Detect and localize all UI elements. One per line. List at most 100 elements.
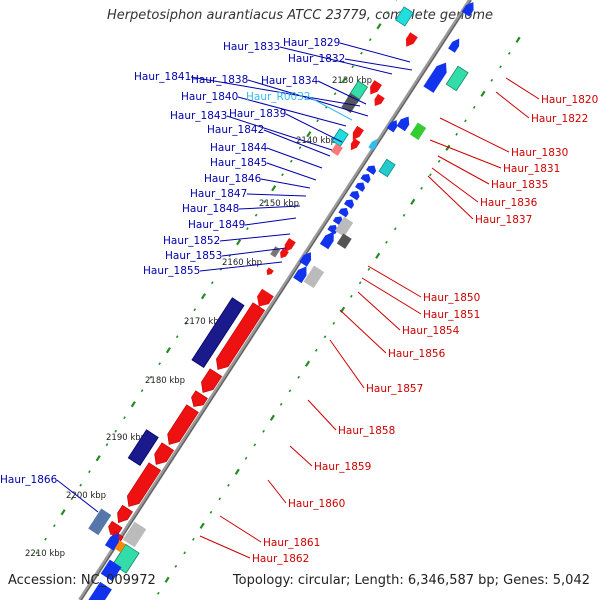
- gene-arrow: [355, 182, 366, 192]
- gene-arrow: [386, 120, 398, 133]
- leader-line: [266, 162, 317, 181]
- leader-line: [237, 96, 347, 127]
- kbp-label: 2200 kbp: [66, 491, 106, 501]
- gene-arrow: [448, 38, 460, 53]
- leader-line: [238, 205, 301, 210]
- leader-line: [429, 139, 502, 169]
- gene-box: [127, 429, 159, 467]
- gene-box: [303, 265, 325, 289]
- tick-mark: [420, 186, 423, 190]
- tick-mark: [183, 551, 186, 555]
- gene-box: [336, 233, 352, 249]
- tick-mark: [123, 416, 126, 420]
- tick-mark: [209, 510, 213, 514]
- gene-box: [100, 559, 122, 582]
- tick-mark: [165, 347, 171, 354]
- tick-mark: [269, 414, 275, 421]
- tick-mark: [193, 308, 197, 312]
- tick-mark: [164, 576, 170, 583]
- gene-box: [341, 93, 360, 114]
- leader-line: [437, 155, 490, 185]
- gene-arrow: [266, 267, 274, 276]
- gene-arrow: [405, 32, 418, 47]
- gene-label-haur-1822: Haur_1822: [531, 113, 588, 125]
- gene-label-haur-r0032: Haur_R0032: [246, 91, 311, 103]
- tick-mark: [114, 429, 118, 433]
- topology-text: Topology: circular; Length: 6,346,587 bp…: [232, 573, 590, 588]
- tick-mark: [88, 470, 91, 474]
- tick-mark: [288, 389, 292, 393]
- gene-label-haur-1832: Haur_1832: [288, 53, 345, 65]
- tick-mark: [298, 146, 302, 150]
- tick-mark: [234, 468, 240, 475]
- gene-label-haur-1852: Haur_1852: [163, 235, 220, 247]
- gene-label-haur-1840: Haur_1840: [181, 91, 238, 103]
- gene-arrow: [319, 231, 334, 250]
- tick-mark: [199, 522, 205, 529]
- gene-label-haur-1850: Haur_1850: [423, 292, 480, 304]
- gene-arrow: [117, 504, 133, 523]
- tick-mark: [375, 252, 381, 259]
- gene-arrow: [327, 224, 338, 235]
- leader-line: [219, 233, 291, 242]
- kbp-label: 2150 kbp: [259, 199, 299, 209]
- gene-box: [409, 122, 427, 140]
- leader-line: [219, 515, 262, 543]
- leader-line: [339, 42, 411, 63]
- leader-line: [266, 147, 323, 169]
- tick-mark: [393, 227, 397, 231]
- leader-line: [317, 80, 367, 105]
- tick-mark: [156, 591, 160, 595]
- gene-arrow: [167, 404, 199, 445]
- tick-mark: [499, 65, 502, 69]
- gene-box: [270, 246, 281, 258]
- gene-label-haur-1851: Haur_1851: [423, 309, 480, 321]
- tick-mark: [358, 281, 362, 285]
- gene-label-haur-1853: Haur_1853: [165, 250, 222, 262]
- tick-mark: [515, 36, 521, 43]
- gene-label-haur-1839: Haur_1839: [229, 108, 286, 120]
- gene-arrow: [396, 116, 410, 132]
- gene-label-haur-1835: Haur_1835: [491, 179, 548, 191]
- leader-line: [431, 167, 479, 203]
- gene-label-haur-1856: Haur_1856: [388, 348, 446, 360]
- gene-arrow: [350, 138, 361, 151]
- tick-mark: [35, 551, 39, 555]
- tick-mark: [289, 159, 293, 163]
- tick-mark: [210, 281, 214, 285]
- gene-label-haur-1848: Haur_1848: [182, 203, 239, 215]
- gene-label-haur-1858: Haur_1858: [338, 425, 395, 437]
- tick-mark: [70, 497, 74, 501]
- gene-label-haur-1847: Haur_1847: [190, 188, 247, 200]
- gene-label-haur-1862: Haur_1862: [252, 553, 309, 565]
- leader-line: [199, 535, 251, 559]
- gene-arrow: [126, 462, 162, 507]
- tick-mark: [306, 131, 312, 138]
- tick-mark: [402, 213, 406, 217]
- leader-line: [226, 115, 333, 151]
- leader-line: [285, 113, 343, 143]
- gene-label-haur-1843: Haur_1843: [170, 110, 227, 122]
- gene-arrow: [374, 93, 385, 107]
- gene-label-haur-1846: Haur_1846: [204, 173, 262, 185]
- gene-box: [445, 65, 469, 92]
- leader-line: [244, 217, 297, 226]
- leader-line: [329, 339, 365, 389]
- leader-line: [246, 193, 307, 197]
- backbone-line: [78, 0, 472, 600]
- leader-line: [260, 178, 311, 189]
- tick-mark: [279, 402, 283, 406]
- tick-mark: [95, 455, 101, 462]
- leader-line: [221, 247, 287, 257]
- backbone-shadow: [80, 0, 472, 600]
- gene-arrow: [461, 2, 474, 17]
- leader-line: [279, 46, 393, 75]
- tick-mark: [79, 483, 82, 487]
- tick-mark: [244, 456, 248, 460]
- gene-arrow: [360, 173, 371, 184]
- gene-box: [378, 158, 396, 178]
- tick-mark: [254, 213, 258, 217]
- gene-label-haur-1834: Haur_1834: [261, 75, 319, 87]
- tick-mark: [236, 239, 242, 246]
